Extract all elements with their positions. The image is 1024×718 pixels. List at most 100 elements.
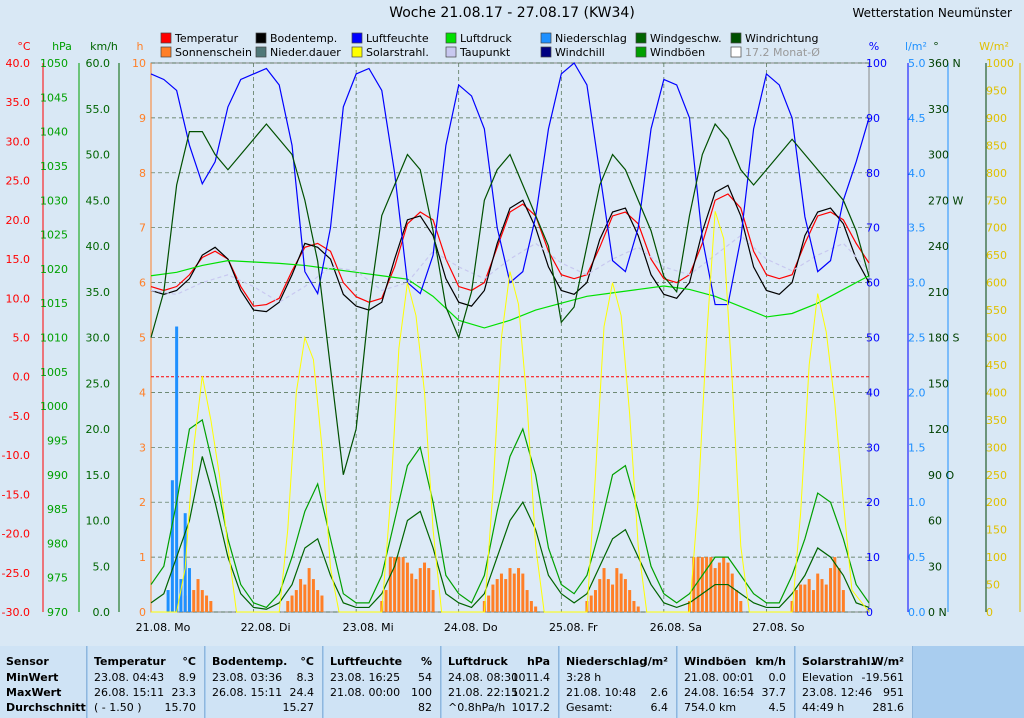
bar-sonnenschein	[384, 590, 388, 612]
axis-tick-label: 150	[928, 377, 949, 390]
x-axis-label: 21.08. Mo	[136, 621, 191, 634]
legend-label: Sonnenschein	[175, 46, 252, 59]
axis-tick-label: 7	[139, 222, 146, 235]
stats-cell-time: 21.08. 22:15	[448, 686, 519, 699]
axis-tick-label: 2.0	[908, 386, 926, 399]
axis-tick-label: 1035	[40, 160, 68, 173]
series-luftfeuchte	[150, 62, 870, 306]
bar-sonnenschein	[508, 568, 512, 612]
stats-cell-time: 23.08. 12:46	[802, 686, 873, 699]
bar-sonnenschein	[593, 590, 597, 612]
axis-tick-label: 0.0	[908, 606, 926, 619]
axis-tick-label: 50	[986, 579, 1000, 592]
axis-tick-label: 30	[928, 560, 942, 573]
bar-sonnenschein	[405, 562, 409, 612]
bar-sonnenschein	[700, 557, 704, 612]
axis-tick-label: 1020	[40, 263, 68, 276]
axis-tick-label: 800	[986, 167, 1007, 180]
axis-tick-label: 850	[986, 139, 1007, 152]
stats-cell-time: Gesamt:	[566, 701, 613, 714]
axis-tick-label: 750	[986, 194, 1007, 207]
axis-tick-label: 1015	[40, 297, 68, 310]
stats-cell-value: 4.5	[768, 701, 787, 714]
axis-tick-label: 650	[986, 249, 1007, 262]
stats-cell-value: 23.3	[171, 686, 197, 699]
bar-sonnenschein	[799, 584, 803, 612]
axis-tick-label: 250	[986, 469, 1007, 482]
bar-sonnenschein	[623, 579, 627, 612]
axis-tick-label: 70	[866, 222, 880, 235]
stats-cell-value: 0.0	[768, 671, 787, 684]
x-axis-label: 25.08. Fr	[549, 621, 598, 634]
axis-unit-label: %	[869, 40, 879, 53]
bar-sonnenschein	[735, 590, 739, 612]
bar-sonnenschein	[418, 568, 422, 612]
legend-swatch	[635, 32, 647, 44]
axis-tick-label: 300	[928, 149, 949, 162]
bar-sonnenschein	[794, 590, 798, 612]
bar-sonnenschein	[841, 590, 845, 612]
bar-sonnenschein	[632, 601, 636, 612]
series-bodentemp	[150, 184, 870, 313]
stats-cell-time: 21.08. 10:48	[566, 686, 637, 699]
axis-tick-label: 990	[47, 469, 68, 482]
bar-sonnenschein	[320, 595, 324, 612]
stats-cell-time: ^0.8hPa/h	[448, 701, 506, 714]
axis-tick-label: 1.0	[908, 496, 926, 509]
axis-tick-label: 9	[139, 112, 146, 125]
bar-sonnenschein	[692, 557, 696, 612]
bar-sonnenschein	[316, 590, 320, 612]
legend-swatch	[255, 46, 267, 58]
bar-sonnenschein	[504, 579, 508, 612]
legend-swatch	[255, 32, 267, 44]
stats-unit: W/m²	[871, 655, 904, 668]
axis-tick-label: 210	[928, 286, 949, 299]
axis-tick-label: 20.0	[6, 214, 31, 227]
bar-sonnenschein	[820, 579, 824, 612]
legend-swatch	[540, 32, 552, 44]
axis-unit-label: km/h	[90, 40, 118, 53]
axis-tick-label: 10.0	[86, 515, 111, 528]
bar-sonnenschein	[307, 568, 311, 612]
bar-sonnenschein	[824, 584, 828, 612]
stats-cell-time: 23.08. 03:36	[212, 671, 283, 684]
stats-column: Sensor MinWert MaxWert Durchschnitt	[0, 646, 87, 718]
axis-tick-label: 450	[986, 359, 1007, 372]
axis-unit-label: hPa	[52, 40, 72, 53]
legend-label: Luftdruck	[460, 32, 512, 45]
axis-tick-label: 30.0	[86, 332, 111, 345]
stats-cell-value: 15.27	[282, 701, 315, 714]
bar-sonnenschein	[606, 579, 610, 612]
axis-tick-label: 10.0	[6, 292, 31, 305]
axis-tick-label: 400	[986, 386, 1007, 399]
legend-label: Bodentemp.	[270, 32, 337, 45]
axis-tick-label: 270 W	[928, 194, 963, 207]
axis-tick-label: 50	[866, 332, 880, 345]
stats-cell-time: 24.08. 16:54	[684, 686, 755, 699]
axis-tick-label: 20.0	[86, 423, 111, 436]
stats-cell-value: 82	[418, 701, 432, 714]
stats-column: Bodentemp. °C 23.08. 03:36 8.3 26.08. 15:11 2…	[206, 646, 323, 718]
bar-sonnenschein	[196, 579, 200, 612]
axis-unit-label: W/m²	[979, 40, 1009, 53]
axis-tick-label: 0.0	[13, 371, 31, 384]
bar-sonnenschein	[829, 568, 833, 612]
axis-tick-label: 360 N	[928, 57, 961, 70]
legend-swatch	[160, 32, 172, 44]
bar-sonnenschein	[487, 595, 491, 612]
stats-header: Luftfeuchte	[330, 655, 403, 668]
axis-tick-label: 240	[928, 240, 949, 253]
bar-sonnenschein	[709, 557, 713, 612]
legend-label: Solarstrahl.	[366, 46, 429, 59]
axis-tick-label: 80	[866, 167, 880, 180]
stats-header: Sensor	[6, 655, 49, 668]
axis-tick-label: 995	[47, 434, 68, 447]
series-temperatur	[150, 193, 870, 307]
axis-tick-label: 980	[47, 537, 68, 550]
axis-tick-label: 90 O	[928, 469, 954, 482]
bar-sonnenschein	[311, 579, 315, 612]
axis-tick-label: 4	[139, 386, 146, 399]
axis-tick-label: 985	[47, 503, 68, 516]
bar-sonnenschein	[209, 601, 213, 612]
axis-tick-label: -5.0	[9, 410, 30, 423]
